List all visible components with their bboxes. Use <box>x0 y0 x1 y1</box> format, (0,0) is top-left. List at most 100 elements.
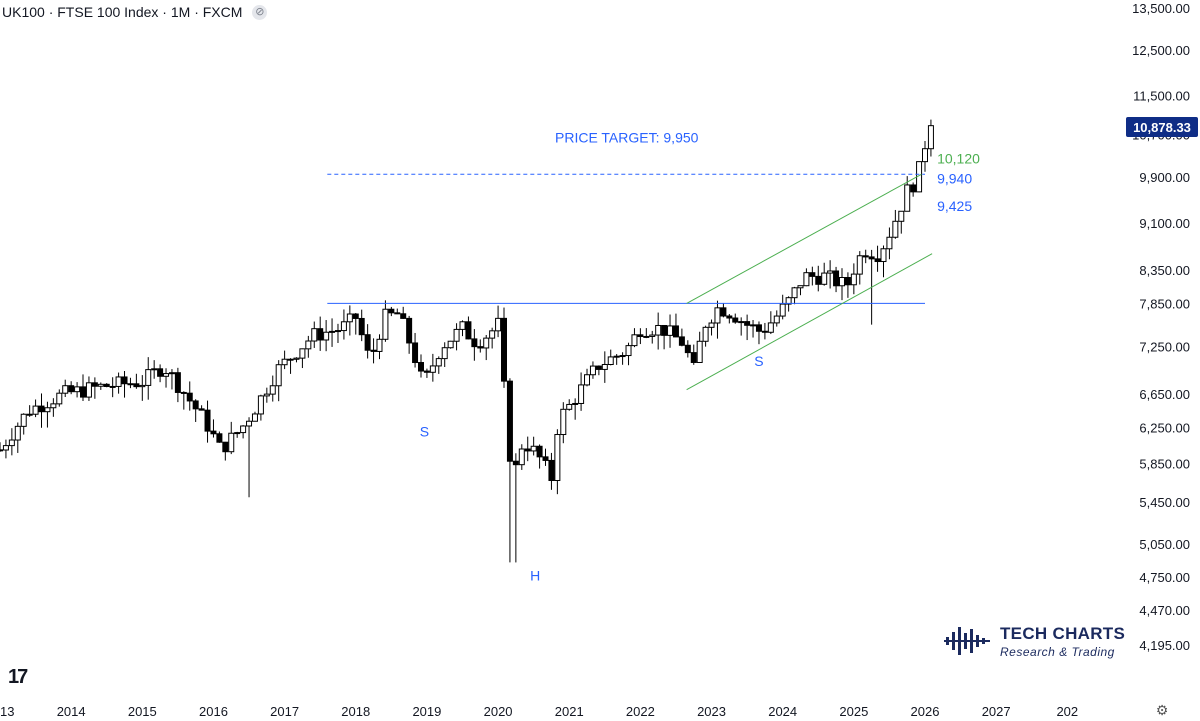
candle-body-down <box>364 334 371 351</box>
price-tick-label: 9,900.00 <box>1139 170 1190 185</box>
tech-charts-brand: TECH CHARTS Research & Trading <box>944 622 1144 662</box>
candle-body-up <box>803 272 810 287</box>
candle-body-down <box>186 392 193 402</box>
candle-body-up <box>566 403 573 410</box>
candle-body-up <box>886 236 893 250</box>
tradingview-logo[interactable]: 17 <box>8 666 28 688</box>
candle-body-up <box>281 358 288 366</box>
candle-body-up <box>168 372 175 375</box>
candle-body-up <box>459 321 466 330</box>
candle-body-up <box>85 382 92 398</box>
candle-body-up <box>257 395 264 415</box>
price-tick-label: 7,850.00 <box>1139 296 1190 311</box>
price-tick-label: 8,350.00 <box>1139 263 1190 278</box>
candle-body-up <box>447 340 454 349</box>
price-axis[interactable]: 13,500.0012,500.0011,500.0010,700.009,90… <box>1132 1 1190 653</box>
candle-body-up <box>489 330 496 339</box>
candle-body-up <box>20 413 27 427</box>
candle-body-down <box>874 258 881 263</box>
candle-body-down <box>80 386 87 398</box>
year-tick-label: 2014 <box>57 704 86 719</box>
annotation-label: S <box>754 353 763 369</box>
candle-body-down <box>512 460 519 466</box>
candle-body-up <box>714 307 721 324</box>
brand-name: TECH CHARTS <box>1000 624 1126 643</box>
candle-body-down <box>133 383 140 388</box>
candle-body-down <box>868 256 875 260</box>
candle-body-down <box>637 334 644 338</box>
year-tick-label: 202 <box>1056 704 1078 719</box>
candle-body-down <box>661 324 668 336</box>
candle-body-down <box>352 313 359 319</box>
candle-body-up <box>246 420 253 427</box>
price-tick-label: 9,100.00 <box>1139 216 1190 231</box>
candle-body-up <box>2 445 9 451</box>
candle-body-up <box>797 285 804 289</box>
candles-layer <box>0 119 934 563</box>
candle-body-up <box>827 270 834 274</box>
candle-body-up <box>429 365 436 373</box>
annotation-label: S <box>420 423 429 439</box>
candle-body-up <box>702 326 709 342</box>
candle-body-down <box>844 277 851 286</box>
candle-body-up <box>483 337 490 349</box>
candle-body-down <box>471 338 478 348</box>
candle-body-up <box>453 328 460 342</box>
candle-body-up <box>655 324 662 336</box>
year-tick-label: 2020 <box>484 704 513 719</box>
candle-body-up <box>26 413 33 416</box>
candle-body-up <box>44 407 51 413</box>
year-tick-label: 2015 <box>128 704 157 719</box>
candle-body-down <box>287 358 294 361</box>
candle-body-up <box>263 393 270 397</box>
candle-body-down <box>465 321 472 340</box>
candle-body-down <box>862 255 869 258</box>
brand-tagline: Research & Trading <box>1000 645 1115 659</box>
price-tick-label: 4,750.00 <box>1139 570 1190 585</box>
year-tick-label: 2013 <box>0 704 14 719</box>
last-price-badge: 10,878.33 <box>1126 117 1198 137</box>
candle-body-down <box>720 307 727 317</box>
candle-body-up <box>601 363 608 370</box>
candle-body-up <box>56 392 63 405</box>
candle-body-up <box>346 313 353 323</box>
candle-body-up <box>838 277 845 287</box>
year-tick-label: 2019 <box>412 704 441 719</box>
candle-body-down <box>910 184 917 193</box>
candle-body-up <box>880 248 887 263</box>
gear-icon[interactable]: ⚙ <box>1155 701 1169 718</box>
candle-body-up <box>649 334 656 337</box>
channel-upper-line <box>686 173 922 304</box>
candle-body-up <box>560 408 567 436</box>
candle-body-down <box>127 383 134 386</box>
candle-body-up <box>251 413 258 422</box>
candle-body-down <box>412 342 419 364</box>
candle-body-up <box>234 432 241 435</box>
eye-slash-icon[interactable]: ⊘ <box>252 4 268 20</box>
candle-body-down <box>38 405 45 413</box>
year-tick-label: 2023 <box>697 704 726 719</box>
candle-body-down <box>542 456 549 461</box>
candle-body-down <box>684 344 691 354</box>
symbol-header[interactable]: UK100 · FTSE 100 Index · 1M · FXCM ⊘ <box>2 3 268 21</box>
candle-body-down <box>672 325 679 338</box>
year-tick-label: 2017 <box>270 704 299 719</box>
price-tick-label: 13,500.00 <box>1132 1 1190 16</box>
candle-body-up <box>613 355 620 358</box>
candle-body-up <box>329 330 336 333</box>
candle-body-down <box>524 448 531 452</box>
candle-body-up <box>738 321 745 324</box>
annotation-label: H <box>530 568 540 584</box>
candle-body-up <box>8 439 15 447</box>
candle-body-down <box>400 313 407 319</box>
year-tick-label: 2022 <box>626 704 655 719</box>
year-tick-label: 2026 <box>911 704 940 719</box>
candle-body-down <box>406 317 413 344</box>
candle-body-down <box>833 270 840 287</box>
time-axis[interactable]: 2013201420152016201720182019202020212022… <box>0 704 1078 719</box>
year-tick-label: 2027 <box>982 704 1011 719</box>
candle-body-down <box>501 317 508 382</box>
price-tick-label: 5,050.00 <box>1139 537 1190 552</box>
year-tick-label: 2024 <box>768 704 797 719</box>
